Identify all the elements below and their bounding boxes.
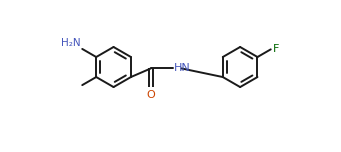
Text: H₂N: H₂N [61, 38, 81, 48]
Text: HN: HN [174, 63, 190, 73]
Text: F: F [272, 44, 279, 54]
Text: O: O [147, 90, 155, 100]
